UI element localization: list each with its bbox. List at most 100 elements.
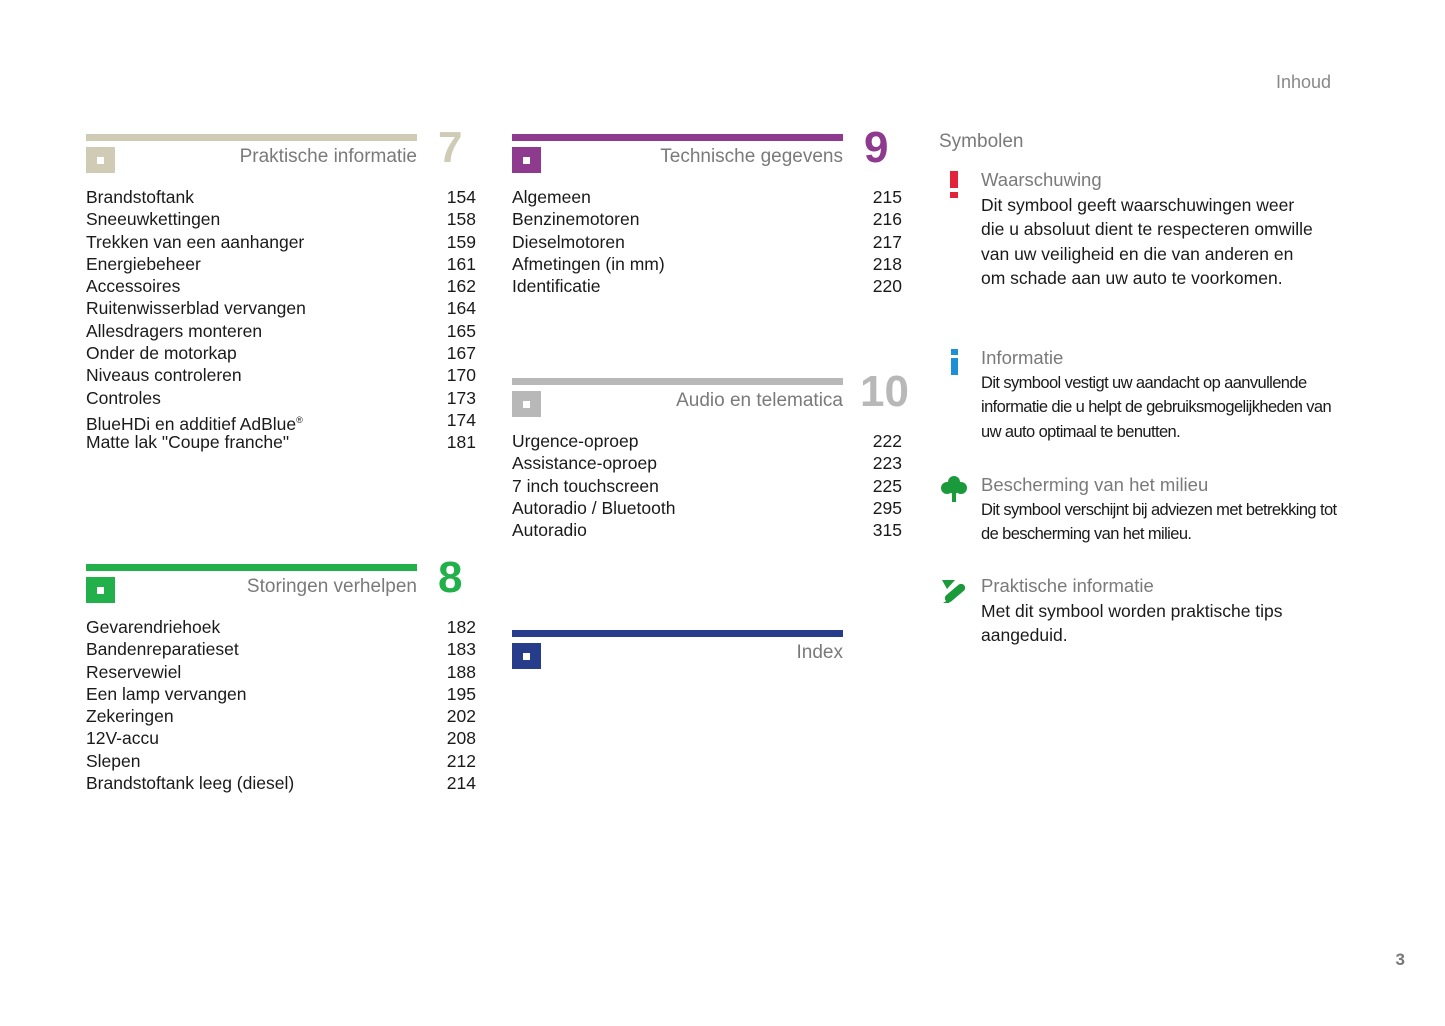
toc-entry-title[interactable]: BlueHDi en additief AdBlue <box>86 413 297 434</box>
toc-entry[interactable]: Slepen 212 <box>86 750 476 772</box>
toc-entry[interactable]: Autoradio / Bluetooth 295 <box>512 497 902 519</box>
toc-entry-page: 158 <box>446 209 476 230</box>
toc-entry-title[interactable]: Autoradio / Bluetooth <box>512 497 676 518</box>
toc-entry-title[interactable]: Trekken van een aanhanger <box>86 231 305 252</box>
toc-entry[interactable]: Energiebeheer 161 <box>86 253 476 275</box>
toc-entry[interactable]: Een lamp vervangen 195 <box>86 683 476 705</box>
toc-entry-title[interactable]: Sneeuwkettingen <box>86 209 221 230</box>
toc-entry-page: 222 <box>872 431 902 451</box>
toc-entry-title[interactable]: Een lamp vervangen <box>86 683 247 704</box>
toc-entry-page: 216 <box>872 209 902 230</box>
toc-entry-title[interactable]: Benzinemotoren <box>512 209 640 230</box>
toc-entry-title[interactable]: Assistance-oproep <box>512 453 657 474</box>
toc-entry-title[interactable]: Controles <box>86 387 161 408</box>
toc-entry[interactable]: Brandstoftank leeg (diesel) 214 <box>86 772 476 794</box>
pocket-knife-icon <box>942 580 966 603</box>
toc-entry[interactable]: Allesdragers monteren 165 <box>86 320 476 342</box>
toc-entry-page: 174 <box>446 409 476 430</box>
toc-entry[interactable]: BlueHDi en additief AdBlue® 174 <box>86 409 476 434</box>
section-title: Index <box>796 642 843 663</box>
toc-entry-title[interactable]: Urgence-oproep <box>512 431 639 451</box>
toc-list: Algemeen 215 Benzinemotoren 216 Dieselmotore… <box>512 186 902 297</box>
toc-entry-title[interactable]: Reservewiel <box>86 661 182 682</box>
toc-entry-title[interactable]: Algemeen <box>512 187 591 207</box>
toc-entry-title[interactable]: Onder de motorkap <box>86 343 237 364</box>
toc-entry-title[interactable]: Ruitenwisserblad vervangen <box>86 298 306 319</box>
toc-entry[interactable]: Dieselmotoren 217 <box>512 231 902 253</box>
toc-entry[interactable]: Autoradio 315 <box>512 519 902 541</box>
registered-mark: ® <box>296 414 303 425</box>
toc-entry-page: 183 <box>446 639 476 660</box>
toc-entry-title[interactable]: Gevarendriehoek <box>86 617 221 637</box>
section-square-icon <box>512 391 541 417</box>
toc-entry[interactable]: Matte lak "Coupe franche" 181 <box>86 431 476 453</box>
toc-entry[interactable]: Urgence-oproep 222 <box>512 430 902 452</box>
symbol-title: Waarschuwing <box>981 169 1102 190</box>
toc-entry[interactable]: Onder de motorkap 167 <box>86 342 476 364</box>
toc-list: Gevarendriehoek 182 Bandenreparatieset 183 R… <box>86 616 476 794</box>
symbol-text: Met dit symbool worden praktische tips a… <box>981 601 1283 646</box>
toc-entry-title[interactable]: Niveaus controleren <box>86 365 242 386</box>
toc-entry-page: 167 <box>446 343 476 364</box>
toc-entry-page: 295 <box>872 497 902 518</box>
toc-entry[interactable]: Trekken van een aanhanger 159 <box>86 231 476 253</box>
symbol-text: Dit symbool geeft waarschuwingen weer di… <box>981 195 1313 288</box>
section-bar <box>512 134 843 141</box>
toc-entry-page: 217 <box>872 231 902 252</box>
toc-entry[interactable]: Bandenreparatieset 183 <box>86 638 476 660</box>
chapter-number: 8 <box>438 553 463 602</box>
toc-entry[interactable]: Identificatie 220 <box>512 275 902 297</box>
toc-entry[interactable]: Gevarendriehoek 182 <box>86 616 476 638</box>
section-square-icon <box>86 147 115 173</box>
toc-entry-title[interactable]: Matte lak "Coupe franche" <box>86 432 290 453</box>
toc-entry[interactable]: 12V-accu 208 <box>86 727 476 749</box>
toc-entry-title[interactable]: 12V-accu <box>86 728 159 749</box>
toc-entry[interactable]: Sneeuwkettingen 158 <box>86 208 476 230</box>
section-square-icon <box>512 147 541 173</box>
toc-entry[interactable]: Algemeen 215 <box>512 186 902 208</box>
symbols-heading: Symbolen <box>939 131 1024 152</box>
toc-entry-title[interactable]: 7 inch touchscreen <box>512 475 659 496</box>
toc-entry-page: 202 <box>446 706 476 727</box>
toc-entry[interactable]: Brandstoftank 154 <box>86 186 476 208</box>
toc-entry-title[interactable]: Autoradio <box>512 520 587 541</box>
toc-entry[interactable]: 7 inch touchscreen 225 <box>512 475 902 497</box>
toc-entry-page: 225 <box>872 475 902 496</box>
toc-list: Urgence-oproep 222 Assistance-oproep 223 7 i… <box>512 430 902 541</box>
toc-entry-page: 181 <box>446 432 476 453</box>
toc-entry-title[interactable]: Allesdragers monteren <box>86 320 263 341</box>
toc-entry[interactable]: Assistance-oproep 223 <box>512 452 902 474</box>
toc-entry[interactable]: Benzinemotoren 216 <box>512 208 902 230</box>
section-bar <box>512 630 843 637</box>
toc-entry-page: 223 <box>872 453 902 474</box>
toc-entry-page: 214 <box>446 773 476 794</box>
toc-entry-title[interactable]: Accessoires <box>86 276 181 297</box>
toc-entry[interactable]: Afmetingen (in mm) 218 <box>512 253 902 275</box>
toc-entry-title[interactable]: Slepen <box>86 750 141 771</box>
section-title: Praktische informatie <box>239 146 417 167</box>
toc-entry[interactable]: Zekeringen 202 <box>86 705 476 727</box>
toc-entry-page: 162 <box>446 276 476 297</box>
toc-entry-title[interactable]: Brandstoftank <box>86 187 194 207</box>
toc-entry-title[interactable]: Energiebeheer <box>86 253 201 274</box>
toc-entry[interactable]: Accessoires 162 <box>86 275 476 297</box>
toc-entry-title[interactable]: Zekeringen <box>86 706 174 727</box>
toc-entry[interactable]: Niveaus controleren 170 <box>86 364 476 386</box>
toc-entry-title[interactable]: Afmetingen (in mm) <box>512 253 665 274</box>
toc-entry-title[interactable]: Brandstoftank leeg (diesel) <box>86 773 295 794</box>
toc-entry[interactable]: Controles 173 <box>86 387 476 409</box>
toc-entry-page: 195 <box>446 683 476 704</box>
page-number: 3 <box>1395 950 1405 969</box>
toc-entry-title[interactable]: Bandenreparatieset <box>86 639 239 660</box>
toc-entry-page: 188 <box>446 661 476 682</box>
toc-entry-title[interactable]: Dieselmotoren <box>512 231 625 252</box>
toc-entry-title[interactable]: Identificatie <box>512 276 601 297</box>
warning-exclamation-icon <box>950 171 958 198</box>
symbol-title: Praktische informatie <box>981 575 1154 596</box>
section-bar <box>86 564 417 571</box>
toc-entry[interactable]: Reservewiel 188 <box>86 661 476 683</box>
chapter-number: 7 <box>438 123 463 172</box>
section-title: Audio en telematica <box>676 390 843 411</box>
toc-entry[interactable]: Ruitenwisserblad vervangen 164 <box>86 297 476 319</box>
toc-entry-page: 182 <box>446 617 476 637</box>
